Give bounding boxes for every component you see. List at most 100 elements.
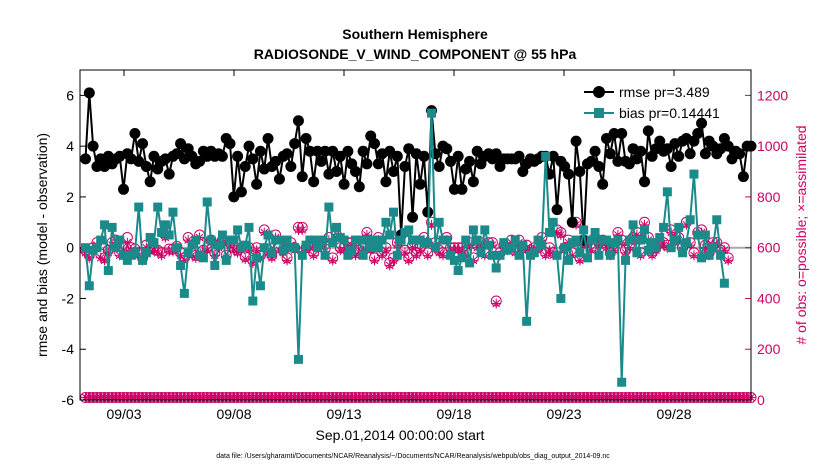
bias-point — [423, 238, 433, 248]
rmse-point — [562, 168, 574, 180]
bias-point — [297, 250, 307, 260]
y-left-tick-label: 0 — [66, 240, 74, 256]
bias-point — [309, 235, 319, 245]
bias-point — [214, 240, 224, 250]
bias-point — [343, 250, 353, 260]
bias-point — [453, 266, 463, 276]
rmse-point — [118, 183, 130, 195]
bias-point — [331, 222, 341, 232]
bias-point — [282, 235, 292, 245]
x-tick-label: 09/23 — [546, 406, 581, 422]
bias-point — [107, 222, 117, 232]
bias-point — [100, 220, 110, 230]
rmse-point — [642, 125, 654, 137]
bias-point — [324, 202, 334, 212]
bias-point — [674, 222, 684, 232]
obs-assimilated-point — [370, 256, 379, 265]
obs-assimilated-point — [404, 256, 413, 265]
bias-point — [594, 250, 604, 260]
bias-point — [506, 243, 516, 253]
bias-point — [103, 266, 113, 276]
rmse-point — [418, 150, 430, 162]
data-file-footer: data file: /Users/gharamti/Documents/NCA… — [216, 453, 610, 460]
rmse-point — [593, 160, 605, 172]
bias-point — [613, 235, 623, 245]
obs-assimilated-point — [153, 248, 162, 257]
obs-assimilated-point — [96, 253, 105, 262]
bias-point — [484, 240, 494, 250]
rmse-point — [391, 150, 403, 162]
bias-point — [377, 235, 387, 245]
bias-point — [259, 243, 269, 253]
obs-assimilated-point — [659, 241, 668, 250]
bias-point — [263, 230, 273, 240]
rmse-point — [281, 148, 293, 160]
rmse-point — [684, 148, 696, 160]
bias-point — [244, 222, 254, 232]
bias-point — [457, 253, 467, 263]
bias-point — [522, 316, 532, 326]
bias-point — [145, 233, 155, 243]
bias-point — [518, 240, 528, 250]
obs-assimilated-point — [229, 246, 238, 255]
rmse-point — [292, 115, 304, 127]
rmse-point — [289, 138, 301, 150]
rmse-point — [247, 153, 259, 165]
obs-assimilated-point — [557, 231, 565, 239]
rmse-point — [83, 87, 95, 99]
rmse-point — [692, 127, 704, 139]
rmse-point — [311, 145, 323, 157]
bias-point — [233, 225, 243, 235]
rmse-point — [243, 140, 255, 152]
bias-point — [636, 235, 646, 245]
rmse-point — [407, 211, 419, 223]
rmse-point — [262, 133, 274, 145]
bias-point — [449, 255, 459, 265]
rmse-point — [388, 166, 400, 178]
rmse-point — [353, 181, 365, 193]
bias-point — [491, 263, 501, 273]
legend-rmse-marker — [593, 86, 605, 98]
rmse-point — [285, 160, 297, 172]
bias-point — [320, 250, 330, 260]
obs-assimilated-point — [283, 256, 291, 265]
bias-point — [84, 281, 94, 291]
y-right-tick-label: 1000 — [757, 138, 788, 154]
chart-subtitle: RADIOSONDE_V_WIND_COMPONENT @ 55 hPa — [254, 46, 577, 62]
legend-bias-label: bias pr=0.14441 — [619, 105, 720, 121]
y-right-tick-label: 800 — [757, 189, 781, 205]
bias-point — [563, 255, 573, 265]
rmse-point — [372, 158, 384, 170]
y-right-tick-label: 600 — [757, 240, 781, 256]
rmse-point — [251, 178, 263, 190]
bias-point — [183, 248, 193, 258]
rmse-point — [635, 145, 647, 157]
bias-point — [575, 248, 585, 258]
rmse-point — [319, 145, 331, 157]
bias-point — [115, 235, 125, 245]
y-left-tick-label: -4 — [62, 341, 75, 357]
rmse-point — [232, 150, 244, 162]
rmse-point — [639, 176, 651, 188]
rmse-point — [654, 135, 666, 147]
bias-point — [354, 235, 364, 245]
bias-point — [647, 238, 657, 248]
bias-point — [373, 243, 383, 253]
bias-point — [206, 235, 216, 245]
bias-point — [153, 202, 163, 212]
bias-point — [617, 377, 627, 387]
obs-assimilated-point — [245, 246, 253, 255]
obs-assimilated-point — [203, 246, 212, 255]
obs-assimilated-point — [492, 299, 501, 308]
bias-point — [560, 243, 570, 253]
y-right-tick-label: 400 — [757, 290, 781, 306]
rmse-point — [551, 204, 563, 216]
rmse-point — [338, 178, 350, 190]
bias-point — [119, 250, 129, 260]
y-left-tick-label: -6 — [62, 392, 75, 408]
bias-point — [670, 235, 680, 245]
bias-point — [472, 235, 482, 245]
legend-bias-marker — [594, 108, 604, 118]
bias-point — [316, 235, 326, 245]
rmse-point — [80, 153, 91, 165]
